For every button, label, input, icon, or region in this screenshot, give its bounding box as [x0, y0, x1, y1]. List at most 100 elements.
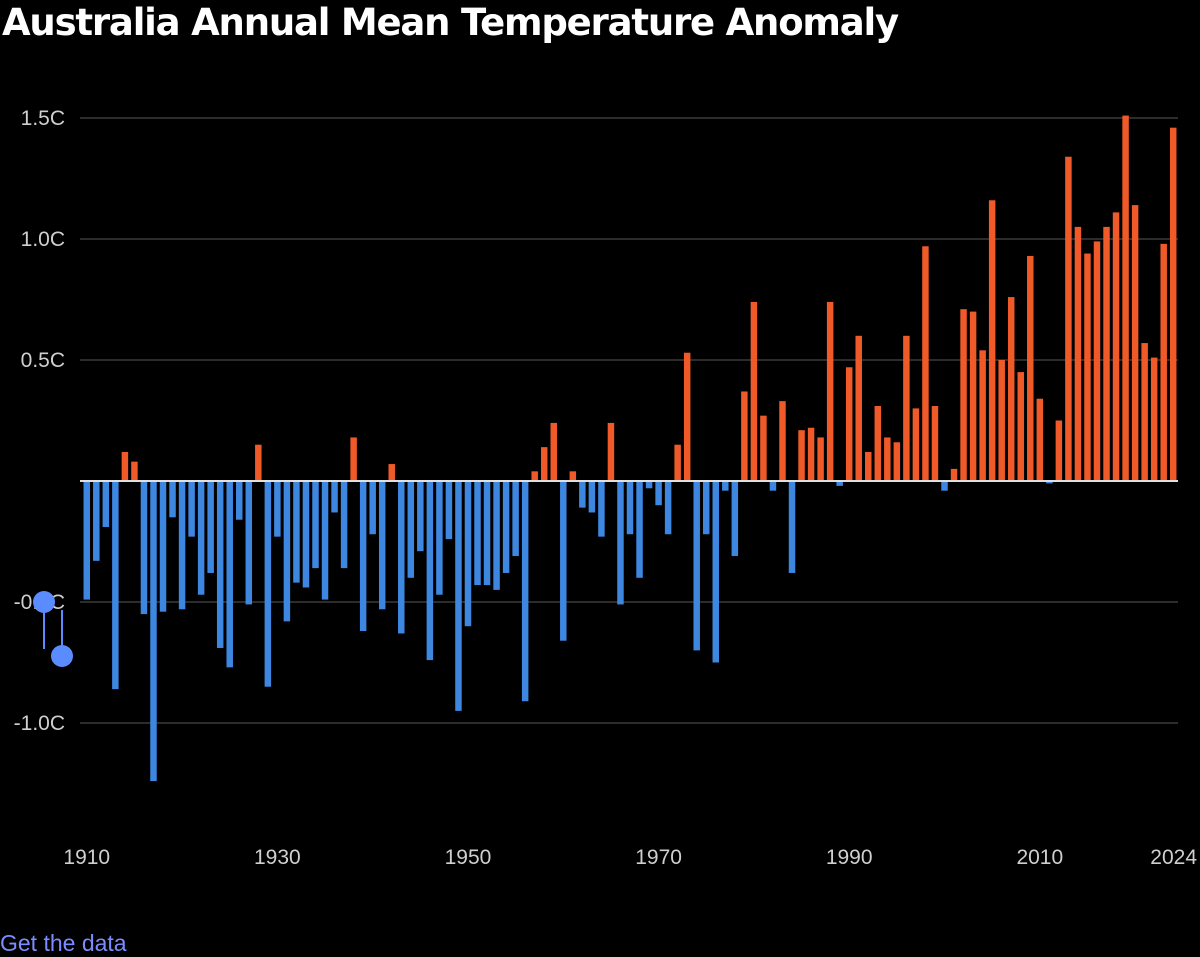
bar-1983: [779, 401, 786, 481]
x-tick-label: 1910: [63, 846, 110, 869]
bar-2024: [1169, 127, 1177, 482]
bar-1935: [321, 481, 329, 600]
bar-1943: [398, 481, 405, 634]
bar-1955: [512, 481, 519, 557]
bar-2022: [1150, 357, 1158, 481]
bar-1976: [712, 481, 720, 663]
bar-1941: [378, 481, 386, 610]
bar-1974: [693, 481, 700, 651]
bar-1978: [731, 481, 739, 557]
bar-1972: [674, 444, 681, 481]
bar-1977: [722, 481, 729, 491]
bar-2021: [1141, 343, 1148, 481]
bar-1913: [112, 481, 119, 690]
bar-1953: [493, 481, 500, 590]
bar-1984: [788, 481, 796, 573]
bar-1910: [83, 481, 90, 600]
x-tick-label: 1990: [826, 846, 873, 869]
bar-2010: [1036, 398, 1044, 481]
bar-2000: [941, 481, 948, 491]
bar-series: [80, 115, 1178, 782]
chart-title: Australia Annual Mean Temperature Anomal…: [2, 1, 899, 44]
bar-1993: [874, 405, 882, 481]
bar-2013: [1065, 156, 1072, 481]
bar-1973: [683, 352, 691, 481]
bar-2014: [1074, 226, 1082, 481]
bar-1995: [893, 442, 901, 481]
range-handle-end[interactable]: [51, 645, 73, 667]
bar-1996: [903, 335, 910, 481]
bar-2018: [1112, 212, 1120, 481]
bar-1967: [626, 481, 634, 535]
y-tick-label: 0.5C: [21, 349, 65, 372]
bar-1970: [655, 481, 662, 506]
bar-1925: [226, 481, 233, 668]
bar-1916: [140, 481, 148, 615]
bar-1952: [483, 481, 491, 586]
bar-1947: [436, 481, 443, 595]
bar-2008: [1017, 372, 1024, 481]
x-tick-label: 1930: [254, 846, 301, 869]
x-tick-label: 1950: [445, 846, 492, 869]
range-handle-start[interactable]: [33, 591, 55, 613]
x-tick-label: 2024: [1150, 846, 1197, 869]
range-marker[interactable]: [33, 591, 73, 667]
bar-1919: [169, 481, 176, 518]
bar-1929: [264, 481, 272, 687]
bar-1936: [331, 481, 338, 513]
bar-2007: [1007, 297, 1015, 481]
bar-1944: [407, 481, 415, 578]
bar-1934: [312, 481, 319, 569]
bar-1942: [388, 464, 395, 481]
bar-1937: [340, 481, 348, 569]
bar-1966: [617, 481, 624, 605]
bar-1948: [445, 481, 453, 540]
bar-1950: [464, 481, 472, 627]
bar-1931: [283, 481, 291, 622]
bar-1969: [645, 481, 653, 489]
x-tick-label: 2010: [1016, 846, 1063, 869]
bar-1924: [216, 481, 224, 648]
bar-1994: [884, 437, 891, 481]
y-tick-label: 1.0C: [21, 228, 65, 251]
bar-1959: [550, 422, 557, 481]
bar-1987: [817, 437, 824, 481]
bar-2002: [960, 309, 967, 481]
bar-1922: [197, 481, 205, 595]
bar-2023: [1160, 243, 1167, 481]
x-axis-ticks: 1910 1930 1950 1970 1990 2010 2024: [63, 846, 1197, 869]
bar-1979: [741, 391, 748, 481]
bar-1986: [807, 427, 815, 481]
bar-1975: [703, 481, 710, 535]
bar-2020: [1131, 205, 1139, 481]
bar-2012: [1055, 420, 1063, 481]
bar-2005: [988, 200, 996, 481]
bar-1912: [102, 481, 110, 527]
bar-2001: [950, 468, 958, 481]
bar-1960: [560, 481, 567, 641]
bar-1985: [798, 430, 805, 481]
bar-1920: [178, 481, 186, 610]
x-tick-label: 1970: [635, 846, 682, 869]
bar-2017: [1103, 226, 1110, 481]
bar-1928: [255, 444, 262, 481]
bar-1997: [912, 408, 920, 481]
bar-2004: [979, 350, 986, 481]
bar-1946: [426, 481, 434, 661]
bar-1954: [502, 481, 510, 573]
bar-1989: [836, 481, 843, 486]
bar-1926: [236, 481, 243, 520]
y-tick-label: 1.5C: [21, 107, 65, 130]
bar-1923: [207, 481, 214, 573]
bar-2019: [1122, 115, 1129, 481]
get-the-data-link[interactable]: Get the data: [0, 930, 127, 956]
bar-2011: [1046, 481, 1053, 484]
bar-1981: [760, 415, 767, 481]
bar-1956: [521, 481, 529, 702]
bar-1991: [855, 335, 862, 481]
bar-1940: [369, 481, 376, 535]
bar-1927: [245, 481, 253, 605]
bar-1932: [293, 481, 300, 583]
bar-1957: [531, 471, 538, 481]
